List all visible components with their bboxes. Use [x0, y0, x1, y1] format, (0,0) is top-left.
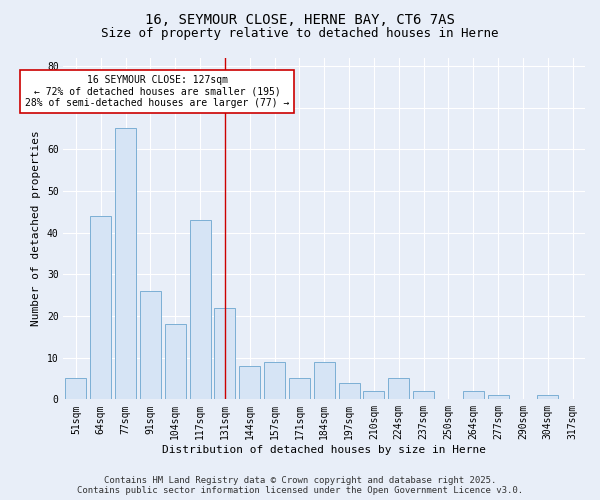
Bar: [264, 362, 285, 400]
Bar: [214, 308, 235, 400]
Bar: [488, 395, 509, 400]
Bar: [190, 220, 211, 400]
Bar: [164, 324, 186, 400]
Bar: [239, 366, 260, 400]
Bar: [140, 291, 161, 400]
Bar: [364, 391, 385, 400]
Y-axis label: Number of detached properties: Number of detached properties: [31, 130, 41, 326]
Bar: [90, 216, 111, 400]
Bar: [463, 391, 484, 400]
Text: Contains HM Land Registry data © Crown copyright and database right 2025.
Contai: Contains HM Land Registry data © Crown c…: [77, 476, 523, 495]
Text: 16 SEYMOUR CLOSE: 127sqm
← 72% of detached houses are smaller (195)
28% of semi-: 16 SEYMOUR CLOSE: 127sqm ← 72% of detach…: [25, 74, 290, 108]
Bar: [537, 395, 559, 400]
Text: Size of property relative to detached houses in Herne: Size of property relative to detached ho…: [101, 28, 499, 40]
Text: 16, SEYMOUR CLOSE, HERNE BAY, CT6 7AS: 16, SEYMOUR CLOSE, HERNE BAY, CT6 7AS: [145, 12, 455, 26]
Bar: [413, 391, 434, 400]
Bar: [65, 378, 86, 400]
Bar: [115, 128, 136, 400]
X-axis label: Distribution of detached houses by size in Herne: Distribution of detached houses by size …: [162, 445, 486, 455]
Bar: [338, 382, 359, 400]
Bar: [388, 378, 409, 400]
Bar: [314, 362, 335, 400]
Bar: [289, 378, 310, 400]
